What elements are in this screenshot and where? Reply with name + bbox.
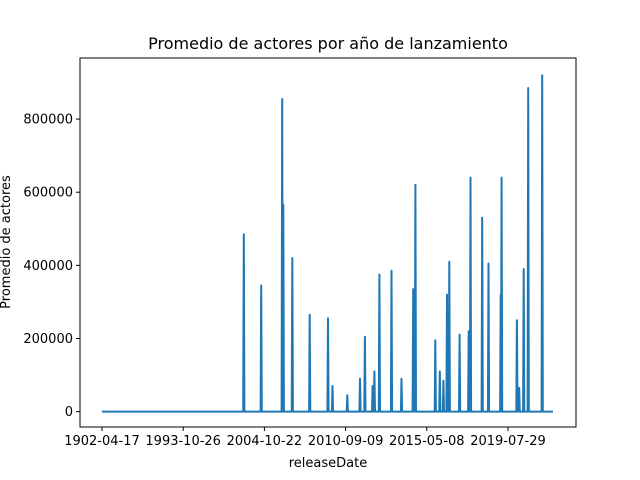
y-tick-label: 0 — [65, 405, 73, 420]
plot-frame — [79, 57, 577, 428]
y-axis-label: Promedio de actores — [0, 175, 14, 309]
y-tick-label: 800000 — [23, 113, 73, 128]
x-tick-label: 2010-09-09 — [308, 434, 384, 449]
x-axis: 1902-04-17 1993-10-26 2004-10-22 2010-09-09… — [64, 427, 546, 449]
series-line — [102, 74, 553, 413]
series-path — [102, 74, 553, 413]
x-axis-label: releaseDate — [289, 456, 367, 471]
y-tick-label: 400000 — [23, 259, 73, 274]
y-axis: 0 200000 400000 600000 800000 — [23, 113, 80, 420]
y-tick-label: 200000 — [23, 332, 73, 347]
x-tick-label: 2015-05-08 — [389, 434, 465, 449]
chart-title: Promedio de actores por año de lanzamien… — [148, 34, 508, 53]
x-tick-label: 1902-04-17 — [64, 434, 140, 449]
x-tick-label: 2004-10-22 — [227, 434, 303, 449]
x-tick-label: 1993-10-26 — [145, 434, 221, 449]
y-tick-label: 600000 — [23, 186, 73, 201]
x-tick-label: 2019-07-29 — [470, 434, 546, 449]
